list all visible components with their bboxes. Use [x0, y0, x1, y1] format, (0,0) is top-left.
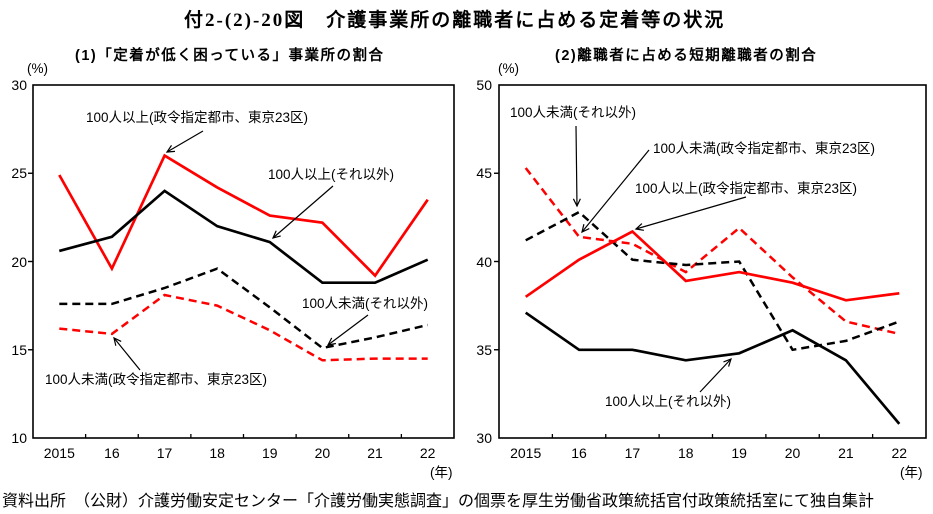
- chart2-y-tick-label: 45: [476, 165, 492, 182]
- chart1-x-tick-label: 17: [156, 445, 173, 461]
- chart2-y-tick-label: 40: [476, 253, 492, 270]
- chart2-annotation-arrow: [699, 358, 732, 393]
- chart1-annotation-arrowhead: [113, 336, 122, 346]
- chart1-annotation-arrow: [166, 130, 204, 153]
- chart1-annotation-arrowhead: [271, 230, 281, 239]
- chart1-annotation-arrow: [272, 185, 334, 239]
- chart2-series-0-line: [524, 167, 900, 336]
- chart2-x-tick-label: 16: [571, 445, 587, 461]
- chart2-annotation-arrow: [581, 149, 650, 233]
- chart1-series-1-line: [58, 189, 429, 285]
- chart2-x-axis-unit: (年): [900, 465, 923, 480]
- chart2-x-tick-label: 18: [678, 445, 694, 461]
- chart1-x-tick-label: 19: [262, 445, 278, 461]
- chart1-annotation-arrow: [327, 314, 369, 346]
- chart1-x-tick-label: 2015: [43, 445, 75, 461]
- chart2-x-tick-label: 2015: [510, 445, 542, 461]
- chart1-series-3-line: [59, 293, 428, 362]
- chart1-y-tick-label: 25: [11, 165, 27, 182]
- chart1-annotation-arrow: [113, 337, 141, 371]
- chart2-annotation-arrowhead: [634, 223, 644, 231]
- page-title: 付2-(2)-20図 介護事業所の離職者に占める定着等の状況: [184, 10, 726, 31]
- chart2-y-axis-unit: (%): [498, 61, 519, 76]
- chart1-x-tick-label: 18: [209, 445, 225, 461]
- chart1-annotation-label: 100人以上(政令指定都市、東京23区): [86, 110, 309, 125]
- chart1-annotation-label: 100人未満(それ以外): [302, 296, 429, 311]
- chart2-y-tick-label: 35: [476, 341, 492, 358]
- chart2-x-tick-label: 17: [624, 445, 641, 461]
- chart2-x-tick-label: 22: [891, 445, 908, 461]
- chart1-x-axis-unit: (年): [430, 465, 453, 480]
- chart1-x-tick-label: 22: [419, 445, 436, 461]
- chart1-y-tick-label: 10: [11, 430, 27, 446]
- chart2-series-2-line: [524, 229, 900, 302]
- chart2-plot-border: [498, 84, 927, 439]
- chart1-y-tick-label: 20: [11, 253, 27, 270]
- chart1-series-2-line: [59, 267, 428, 350]
- chart2-annotation-label: 100人以上(それ以外): [605, 394, 732, 409]
- chart2-annotation-arrow: [635, 196, 747, 230]
- chart2-annotation-arrowhead: [572, 198, 581, 208]
- chart2-annotation-arrowhead: [723, 357, 732, 367]
- chart1-x-tick-label: 20: [314, 445, 331, 461]
- chart2-annotation-arrowhead: [581, 224, 590, 234]
- chart1-x-tick-label: 16: [104, 445, 120, 461]
- chart2-annotation-label: 100人未満(それ以外): [510, 105, 637, 120]
- chart1-subtitle: (1)「定着が低く困っている」事業所の割合: [75, 48, 385, 64]
- chart2-x-tick-label: 19: [731, 445, 747, 461]
- chart2-subtitle: (2)離職者に占める短期離職者の割合: [555, 48, 818, 64]
- chart1-series-0-line: [58, 153, 429, 278]
- chart2-annotation-label: 100人未満(政令指定都市、東京23区): [653, 141, 876, 156]
- chart2-x-tick-label: 20: [784, 445, 801, 461]
- chart1-y-tick-label: 15: [11, 341, 27, 358]
- chart2-y-tick-label: 30: [476, 430, 492, 446]
- source-note: 資料出所 （公財）介護労働安定センター「介護労働実態調査」の個票を厚生労働省政策…: [2, 493, 875, 510]
- chart2-annotation-label: 100人以上(政令指定都市、東京23区): [635, 181, 858, 196]
- chart1-annotation-arrowhead: [326, 337, 337, 346]
- chart1-annotation-label: 100人未満(政令指定都市、東京23区): [45, 372, 268, 387]
- chart1-y-axis-unit: (%): [27, 61, 48, 76]
- chart2-annotation-arrow: [575, 125, 578, 207]
- chart2-series-1-line: [525, 210, 900, 352]
- chart1-annotation-arrowhead: [165, 145, 176, 153]
- chart1-annotation-label: 100人以上(それ以外): [268, 167, 395, 182]
- chart2-y-tick-label: 50: [476, 77, 492, 93]
- chart1-y-tick-label: 30: [11, 77, 27, 93]
- chart2-series-3-line: [524, 311, 901, 425]
- chart1-x-tick-label: 21: [367, 445, 383, 461]
- chart2-x-tick-label: 21: [838, 445, 854, 461]
